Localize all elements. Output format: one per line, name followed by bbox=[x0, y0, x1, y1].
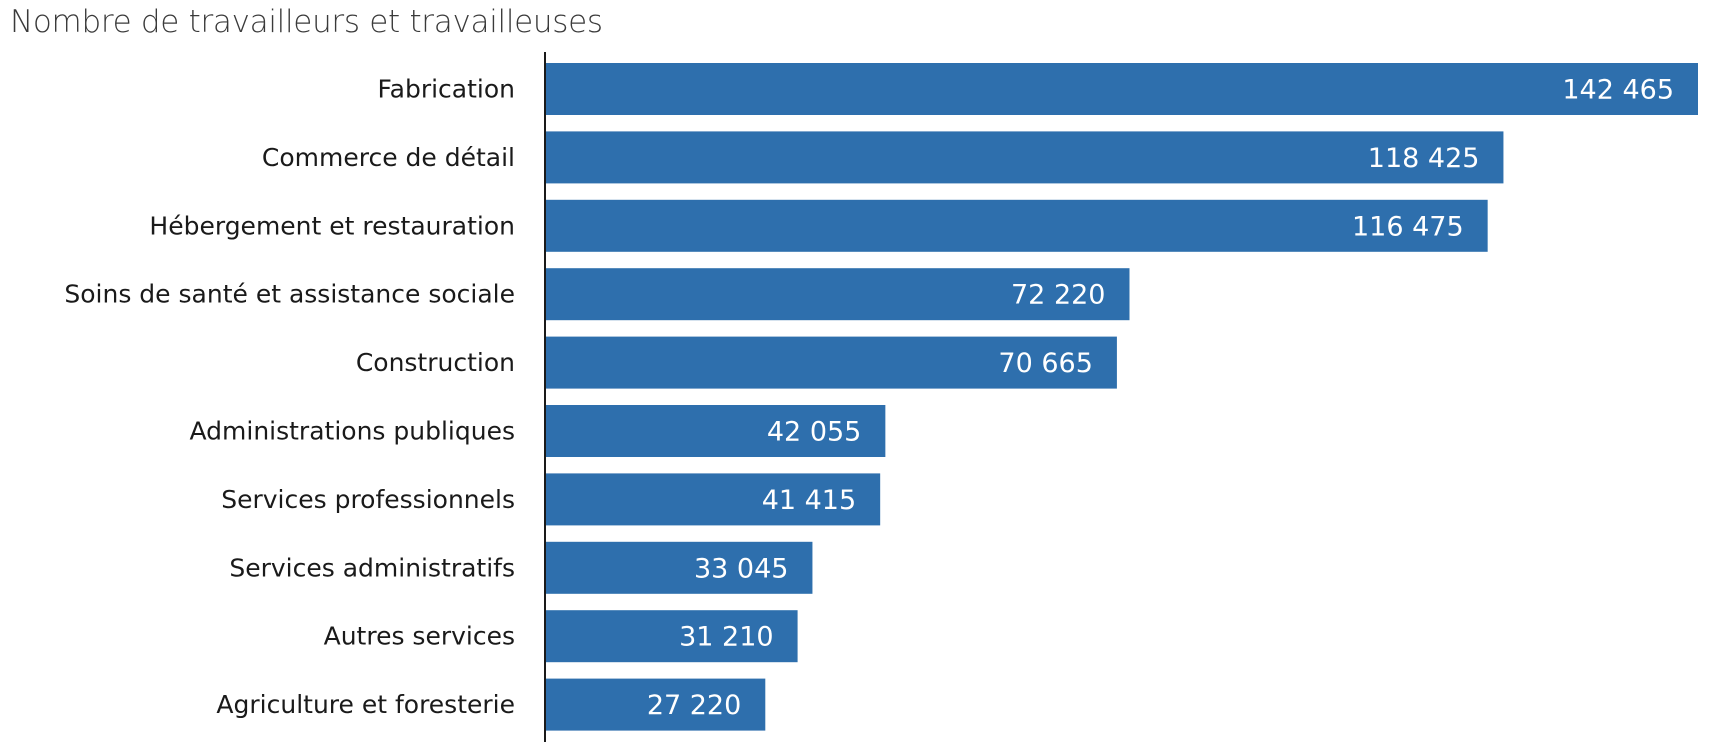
value-label: 142 465 bbox=[1562, 75, 1674, 106]
category-label: Administrations publiques bbox=[189, 417, 515, 446]
category-label: Hébergement et restauration bbox=[149, 211, 515, 240]
bar bbox=[545, 336, 1117, 389]
value-label: 27 220 bbox=[647, 690, 741, 721]
category-label: Agriculture et foresterie bbox=[216, 690, 515, 719]
value-label: 116 475 bbox=[1352, 211, 1464, 242]
category-label: Fabrication bbox=[378, 75, 515, 104]
value-labels: 142 465 118 425 116 475 72 220 70 665 42 055 4… bbox=[647, 75, 1674, 722]
bar bbox=[545, 131, 1504, 184]
category-label: Services administratifs bbox=[229, 553, 515, 582]
bar bbox=[545, 678, 766, 731]
chart-title: Nombre de travailleurs et travailleuses bbox=[10, 4, 603, 40]
bar bbox=[545, 63, 1698, 115]
category-label: Services professionnels bbox=[221, 485, 515, 514]
bar bbox=[545, 610, 798, 663]
bar bbox=[545, 405, 886, 457]
value-label: 41 415 bbox=[762, 485, 856, 516]
bars-layer bbox=[545, 63, 1698, 731]
value-label: 72 220 bbox=[1011, 280, 1105, 311]
category-label: Construction bbox=[356, 348, 515, 377]
category-label: Soins de santé et assistance sociale bbox=[64, 280, 515, 309]
value-label: 31 210 bbox=[679, 622, 773, 653]
category-labels: Fabrication Commerce de détail Hébergement… bbox=[64, 75, 515, 720]
category-label: Commerce de détail bbox=[262, 143, 515, 172]
value-label: 118 425 bbox=[1368, 143, 1480, 174]
bar bbox=[545, 268, 1130, 321]
category-label: Autres services bbox=[324, 622, 515, 651]
bar bbox=[545, 473, 881, 526]
value-label: 70 665 bbox=[998, 348, 1092, 379]
bar bbox=[545, 541, 813, 594]
value-label: 33 045 bbox=[694, 553, 788, 584]
bar bbox=[545, 199, 1488, 252]
value-label: 42 055 bbox=[767, 417, 861, 448]
